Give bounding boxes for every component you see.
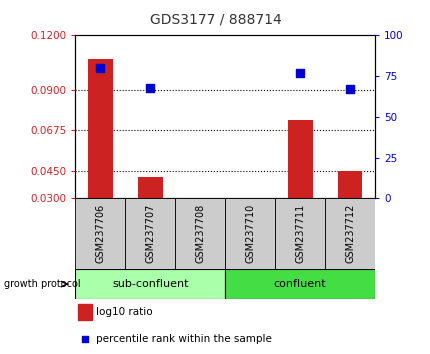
Text: log10 ratio: log10 ratio — [96, 307, 153, 317]
Point — [296, 70, 303, 76]
Text: GDS3177 / 888714: GDS3177 / 888714 — [149, 12, 281, 27]
Text: percentile rank within the sample: percentile rank within the sample — [96, 334, 272, 344]
Text: GSM237706: GSM237706 — [95, 204, 105, 263]
Text: GSM237710: GSM237710 — [245, 204, 255, 263]
Bar — [274, 198, 324, 269]
Bar — [78, 304, 92, 320]
Text: GSM237711: GSM237711 — [295, 204, 304, 263]
Text: confluent: confluent — [273, 279, 326, 289]
Text: GSM237708: GSM237708 — [195, 204, 205, 263]
Bar — [175, 198, 224, 269]
Bar — [224, 269, 374, 299]
Bar — [287, 120, 312, 198]
Point — [81, 336, 88, 342]
Bar — [224, 198, 274, 269]
Bar — [125, 198, 175, 269]
Text: GSM237712: GSM237712 — [344, 204, 354, 263]
Bar — [88, 59, 113, 198]
Bar — [138, 177, 163, 198]
Text: GSM237707: GSM237707 — [145, 204, 155, 263]
Point — [346, 86, 353, 92]
Text: growth protocol: growth protocol — [4, 279, 81, 289]
Bar — [337, 171, 362, 198]
Bar — [75, 198, 125, 269]
Point — [147, 85, 154, 90]
Text: sub-confluent: sub-confluent — [112, 279, 188, 289]
Bar — [324, 198, 374, 269]
Bar — [75, 269, 224, 299]
Point — [97, 65, 104, 71]
